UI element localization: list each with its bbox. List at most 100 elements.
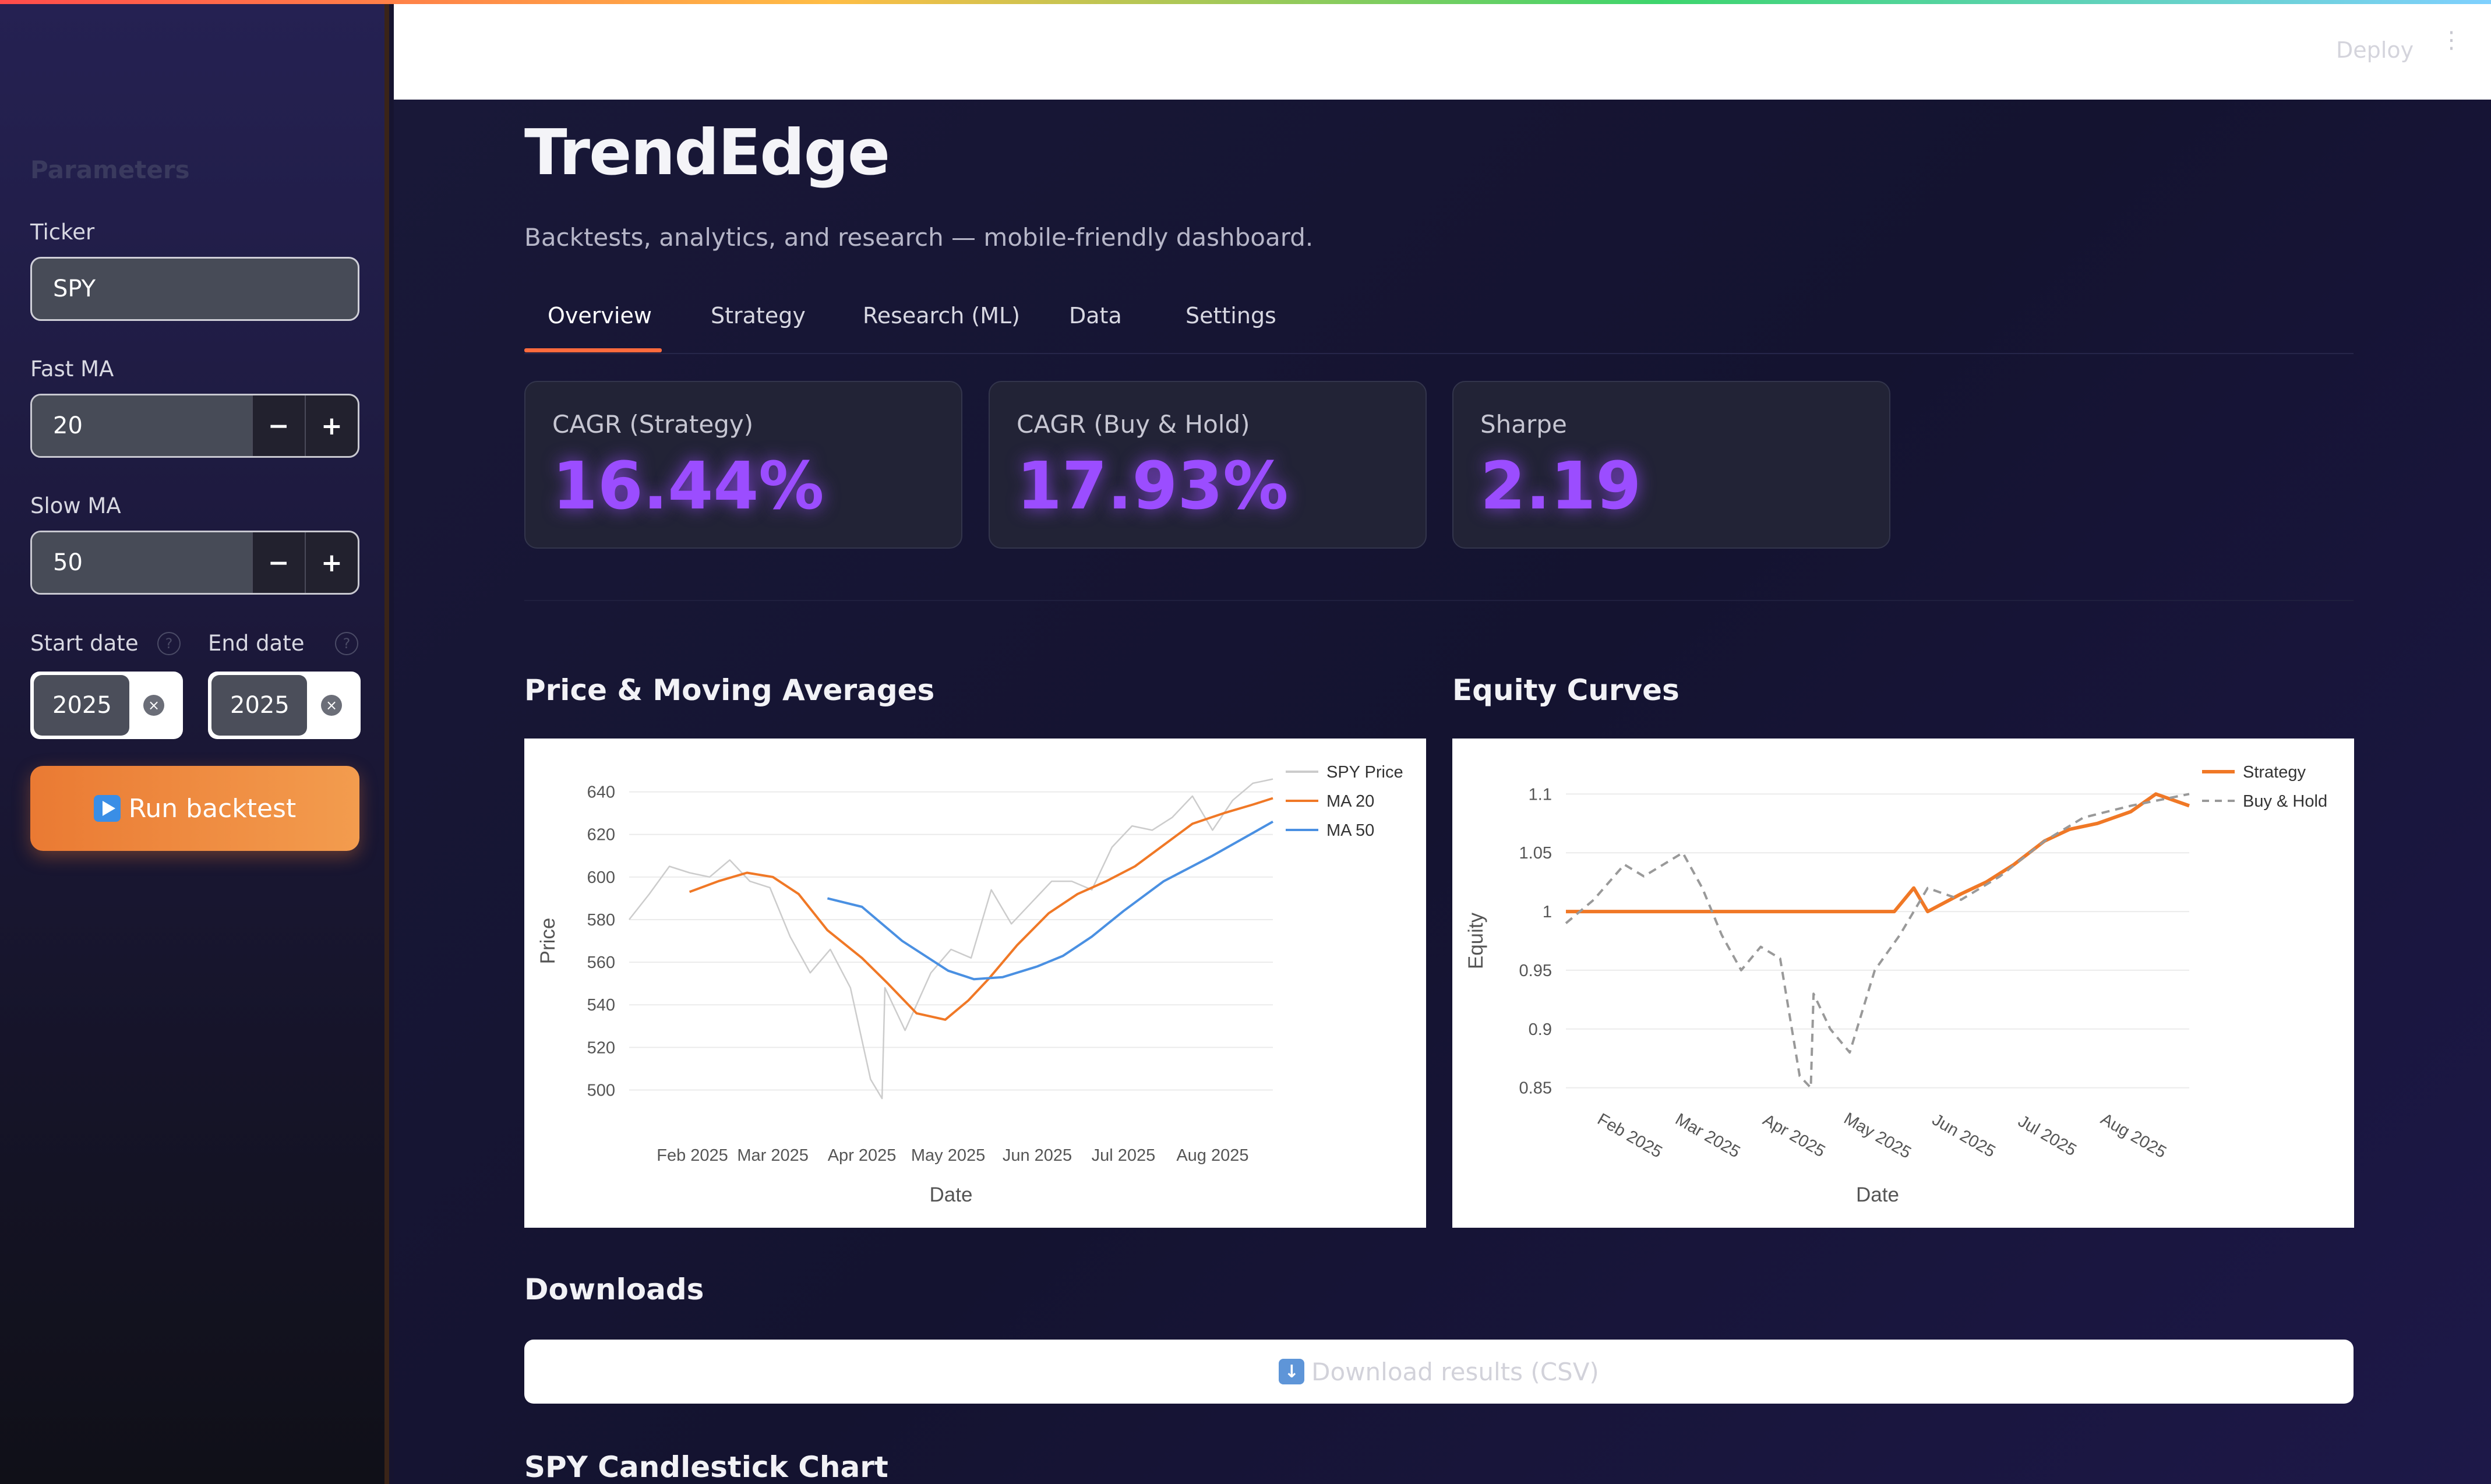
top-accent-bar (0, 0, 2491, 4)
start-date-input[interactable]: 2025 (34, 675, 129, 736)
y-tick-label: 1.05 (1519, 844, 1552, 863)
metric-label: CAGR (Buy & Hold) (1017, 410, 1250, 439)
x-tick-label: Apr 2025 (828, 1146, 897, 1165)
x-tick-label: May 2025 (1841, 1110, 1914, 1163)
ticker-input[interactable]: SPY (30, 257, 359, 321)
y-tick-label: 640 (587, 783, 615, 802)
slow-ma-stepper: 50 − + (30, 531, 359, 595)
legend-label: Strategy (2243, 763, 2306, 782)
x-axis-title: Date (930, 1183, 973, 1206)
metric-label: CAGR (Strategy) (552, 410, 754, 439)
metric-label: Sharpe (1480, 410, 1567, 439)
y-tick-label: 520 (587, 1038, 615, 1057)
page-title: TrendEdge (524, 116, 890, 189)
x-tick-label: Feb 2025 (657, 1146, 728, 1165)
y-tick-label: 1.1 (1529, 785, 1552, 804)
top-header (394, 4, 2491, 100)
x-tick-label: Jul 2025 (1092, 1146, 1156, 1165)
series-line-buy-hold (1565, 793, 2190, 1089)
x-tick-label: May 2025 (911, 1146, 985, 1165)
x-tick-label: Apr 2025 (1759, 1111, 1828, 1161)
slow-ma-input[interactable]: 50 (32, 532, 252, 593)
metric-card-cagr-buy-hold: CAGR (Buy & Hold) 17.93% (989, 381, 1427, 549)
more-menu-icon[interactable]: ⋮ (2440, 29, 2463, 52)
slow-ma-increment-button[interactable]: + (304, 532, 358, 593)
x-tick-label: Mar 2025 (1672, 1110, 1743, 1162)
x-tick-label: Aug 2025 (1176, 1146, 1248, 1165)
metric-value: 17.93% (1017, 448, 1289, 524)
slow-ma-decrement-button[interactable]: − (251, 532, 305, 593)
tab-bar: Overview Strategy Research (ML) Data Set… (524, 297, 2354, 354)
price-chart-svg: 500 520 540 560 580 600 620 640 Feb 2025 Mar 2025… (537, 763, 1403, 1206)
y-tick-label: 620 (587, 826, 615, 845)
downloads-title: Downloads (524, 1273, 704, 1306)
play-icon (93, 795, 121, 822)
y-tick-label: 580 (587, 911, 615, 930)
end-date-help-icon[interactable]: ? (335, 632, 358, 655)
end-date-clear-icon[interactable]: × (321, 695, 342, 716)
fast-ma-increment-button[interactable]: + (304, 395, 358, 456)
x-tick-label: Aug 2025 (2097, 1110, 2169, 1162)
tab-strategy[interactable]: Strategy (711, 303, 806, 328)
series-line-ma-20 (689, 797, 1273, 1021)
tab-settings[interactable]: Settings (1185, 303, 1276, 328)
y-tick-label: 600 (587, 868, 615, 887)
price-chart[interactable]: 500 520 540 560 580 600 620 640 Feb 2025 Mar 2025… (524, 739, 1426, 1228)
fast-ma-label: Fast MA (30, 356, 114, 381)
tab-data[interactable]: Data (1069, 303, 1122, 328)
sidebar-title: Parameters (30, 156, 190, 184)
sidebar: Parameters Ticker SPY Fast MA 20 − + Slo… (0, 4, 389, 1484)
y-tick-label: 1 (1543, 903, 1552, 921)
y-tick-label: 560 (587, 953, 615, 972)
start-date-label: Start date (30, 631, 139, 656)
x-tick-label: Feb 2025 (1594, 1110, 1666, 1162)
metric-card-cagr-strategy: CAGR (Strategy) 16.44% (524, 381, 962, 549)
y-tick-label: 0.85 (1519, 1079, 1552, 1098)
x-tick-label: Jun 2025 (1929, 1111, 1998, 1161)
fast-ma-stepper: 20 − + (30, 394, 359, 458)
y-tick-label: 540 (587, 996, 615, 1015)
y-axis-title: Equity (1465, 912, 1487, 969)
price-section-title: Price & Moving Averages (524, 673, 935, 707)
x-tick-label: Mar 2025 (737, 1146, 809, 1165)
download-arrow-icon: ↓ (1279, 1359, 1305, 1384)
run-backtest-button[interactable]: Run backtest (30, 766, 359, 851)
tab-research-ml[interactable]: Research (ML) (863, 303, 1020, 328)
metric-value: 16.44% (552, 448, 824, 524)
active-tab-indicator (524, 348, 662, 352)
legend-label: Buy & Hold (2243, 792, 2327, 811)
y-tick-label: 0.9 (1529, 1020, 1552, 1039)
start-date-clear-icon[interactable]: × (143, 695, 164, 716)
series-line-spy-price (629, 778, 1273, 1100)
slow-ma-label: Slow MA (30, 493, 121, 518)
tab-overview[interactable]: Overview (548, 303, 652, 328)
x-axis-title: Date (1856, 1183, 1899, 1206)
end-date-input[interactable]: 2025 (211, 675, 307, 736)
equity-chart-svg: 0.85 0.9 0.95 1 1.05 1.1 Feb 2025 Mar 2025 Apr 2… (1465, 763, 2327, 1206)
page-subtitle: Backtests, analytics, and research — mob… (524, 223, 1314, 252)
y-tick-label: 0.95 (1519, 962, 1552, 980)
section-divider (524, 600, 2354, 601)
y-axis-title: Price (537, 918, 559, 964)
candlestick-section-title: SPY Candlestick Chart (524, 1450, 888, 1484)
metric-card-sharpe: Sharpe 2.19 (1452, 381, 1890, 549)
series-line-strategy (1566, 792, 2190, 914)
y-tick-label: 500 (587, 1081, 615, 1100)
start-date-help-icon[interactable]: ? (157, 632, 181, 655)
deploy-button[interactable]: Deploy (2336, 37, 2414, 63)
series-line-ma-50 (827, 821, 1273, 981)
equity-chart[interactable]: 0.85 0.9 0.95 1 1.05 1.1 Feb 2025 Mar 2025 Apr 2… (1452, 739, 2354, 1228)
metric-value: 2.19 (1480, 448, 1642, 524)
legend-label: MA 20 (1326, 792, 1374, 811)
download-csv-button[interactable]: ↓ Download results (CSV) (524, 1340, 2354, 1404)
start-date-field: 2025 × (30, 672, 183, 739)
fast-ma-input[interactable]: 20 (32, 395, 252, 456)
ticker-label: Ticker (30, 220, 95, 245)
legend-label: SPY Price (1326, 763, 1403, 782)
run-backtest-label: Run backtest (128, 793, 297, 824)
end-date-label: End date (208, 631, 305, 656)
fast-ma-decrement-button[interactable]: − (251, 395, 305, 456)
x-tick-label: Jul 2025 (2015, 1112, 2080, 1160)
x-tick-label: Jun 2025 (1003, 1146, 1072, 1165)
end-date-field: 2025 × (208, 672, 361, 739)
